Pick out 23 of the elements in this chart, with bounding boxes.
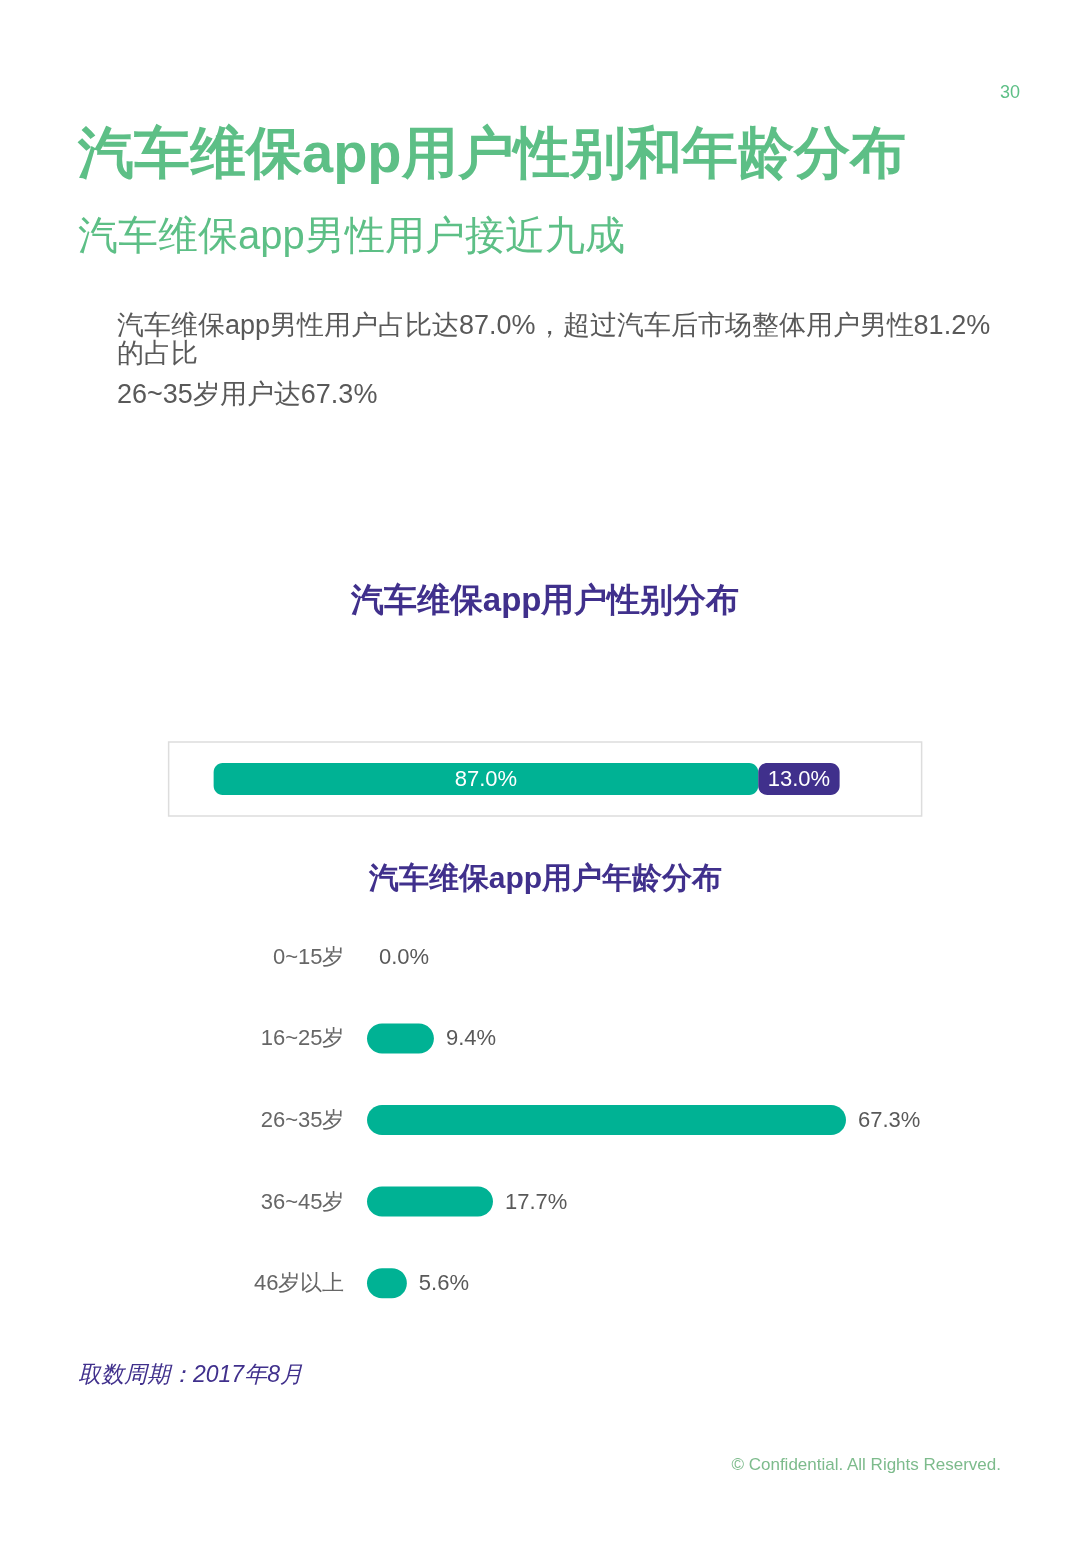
text: 汽车维保app男性用户接近九成 [78,213,625,257]
text: 30 [999,82,1021,102]
text: 取数周期：2017年8月 [78,1361,303,1387]
y-tick-label: 26~35岁 [260,1107,345,1132]
chart-title: 汽车维保app用户年龄分布 [367,861,723,894]
data-label: 87.0% [454,766,518,791]
chart-title: 汽车维保app用户性别分布 [349,581,740,618]
text: 汽车维保app用户性别和年龄分布 [77,121,906,184]
data-label: 13.0% [767,766,831,791]
data-label: 17.7% [504,1188,568,1214]
data-label: 0.0% [379,943,430,969]
y-tick-label: 16~25岁 [260,1025,345,1051]
bar [367,1105,846,1135]
text: © Confidential. All Rights Reserved. [731,1455,1001,1474]
y-tick-label: 0~15岁 [272,943,345,969]
y-tick-label: 46岁以上 [254,1270,345,1296]
y-tick-label: 36~45岁 [260,1188,345,1214]
data-label: 67.3% [858,1107,921,1132]
bar [367,1186,493,1217]
data-label: 9.4% [445,1025,497,1051]
data-label: 5.6% [418,1270,470,1296]
text: 26~35岁用户达67.3% [117,379,378,409]
text: 汽车维保app男性用户占比达87.0%，超过汽车后市场整体用户男性81.2%的占比 [117,310,991,368]
